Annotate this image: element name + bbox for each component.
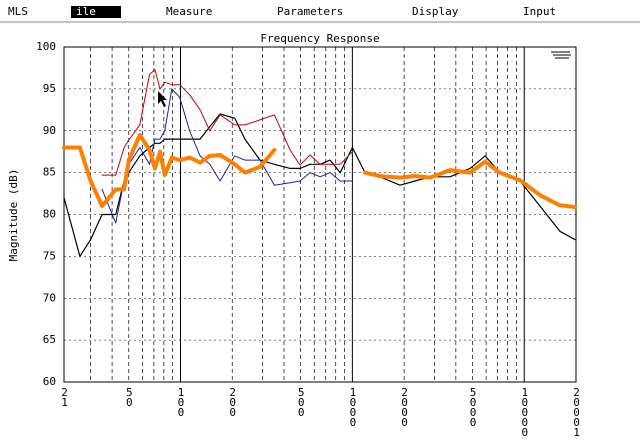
y-tick-label: 60 (43, 375, 56, 388)
y-tick-label: 70 (43, 291, 56, 304)
x-tick-label: 200 (226, 386, 239, 416)
plot-frame (63, 46, 577, 383)
tef-logo (551, 51, 571, 59)
x-tick-label: 2000 (398, 386, 411, 426)
menu-bar: MLS ile Measure Parameters Display Input (8, 5, 556, 18)
x-tick-label: 500 (295, 386, 308, 416)
y-tick-label: 80 (43, 208, 56, 221)
menu-item[interactable]: Parameters (277, 5, 343, 18)
menu-item[interactable]: Input (523, 5, 556, 18)
series-line (62, 132, 578, 209)
menu-item[interactable]: MLS (8, 5, 28, 18)
x-tick-label: 10000 (518, 386, 531, 436)
x-tick-label: 50 (123, 386, 136, 406)
y-tick-label: 100 (36, 40, 56, 53)
x-tick-label: 5000 (467, 386, 480, 426)
menu-item[interactable]: Display (412, 5, 459, 18)
y-tick-label: 75 (43, 249, 56, 262)
x-tick-label: 100 (174, 386, 187, 416)
plot: 21 50 100 200 500 1000 2000 5000 10000 20001 60 65 7… (36, 40, 583, 436)
series-line (101, 69, 353, 176)
y-tick-label: 95 (43, 82, 56, 95)
x-tick-label: 1000 (346, 386, 359, 426)
y-tick-label: 85 (43, 166, 56, 179)
y-tick-label: 65 (43, 333, 56, 346)
y-axis-label: Magnitude (dB) (7, 169, 20, 262)
x-tick-label: 20001 (570, 386, 583, 436)
chart-title: Frequency Response (260, 32, 379, 45)
menu-highlight (71, 6, 121, 18)
menu-item[interactable]: ile (76, 5, 96, 18)
series-line (63, 113, 576, 257)
x-tick-label: 21 (58, 386, 71, 406)
y-tick-label: 90 (43, 124, 56, 137)
menu-item[interactable]: Measure (166, 5, 212, 18)
mouse-cursor (158, 91, 167, 107)
